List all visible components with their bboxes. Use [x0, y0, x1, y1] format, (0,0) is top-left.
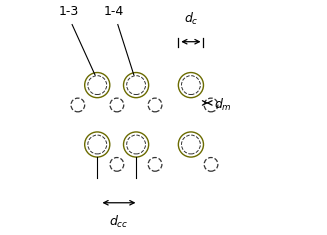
Text: $d_c$: $d_c$ [183, 11, 198, 27]
Text: $d_{cc}$: $d_{cc}$ [109, 214, 129, 230]
Text: $d_m$: $d_m$ [214, 97, 232, 113]
Text: 1-4: 1-4 [104, 5, 124, 18]
Text: 1-3: 1-3 [59, 5, 79, 18]
